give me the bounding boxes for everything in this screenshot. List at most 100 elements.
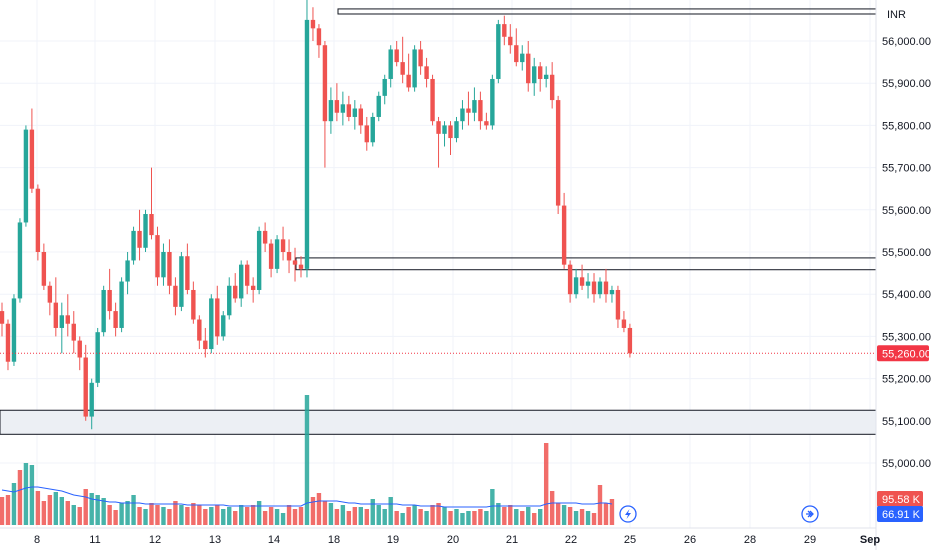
candle-body xyxy=(514,45,519,63)
candle-body xyxy=(543,74,549,79)
price-tick-label: 55,300.00 xyxy=(882,331,931,343)
support-resistance-zones xyxy=(0,8,877,435)
volume-bar xyxy=(549,491,555,525)
time-tick-label: 20 xyxy=(447,534,459,546)
volume-bar xyxy=(526,507,531,525)
volume-bar xyxy=(256,501,262,525)
volume-bar xyxy=(346,511,352,525)
candle xyxy=(167,239,172,295)
candle xyxy=(436,116,441,168)
candle xyxy=(316,24,322,58)
candle xyxy=(274,235,280,274)
candle-body xyxy=(167,252,172,286)
lightning-icon[interactable] xyxy=(619,505,637,523)
price-tick-label: 55,000.00 xyxy=(882,458,931,470)
candle xyxy=(227,277,232,320)
time-axis[interactable]: 8 11 12 13 14 18 19 20 21 22 25 26 28 29 Sep xyxy=(0,527,880,546)
candles xyxy=(0,0,633,430)
candle-body xyxy=(316,28,322,46)
candle-body xyxy=(65,315,70,324)
candle-body xyxy=(567,264,573,295)
price-axis[interactable]: 55,000.00 55,100.00 55,200.00 55,300.00 55,4… xyxy=(875,0,931,550)
candle xyxy=(113,302,118,337)
goto-realtime-icon[interactable] xyxy=(801,505,819,523)
candle-body xyxy=(478,100,483,122)
candle-body xyxy=(101,289,106,333)
candle-body xyxy=(364,125,369,143)
last-price-badge: 55,260.00 xyxy=(877,345,931,362)
candle xyxy=(424,57,429,88)
volume-bar xyxy=(233,511,238,525)
candle xyxy=(179,252,184,312)
volume-bar xyxy=(472,511,477,525)
volume-bar xyxy=(17,470,23,525)
candle-body xyxy=(203,340,208,350)
candle-body xyxy=(227,285,232,316)
candle xyxy=(454,116,459,143)
time-tick-label: 11 xyxy=(89,534,100,546)
candle xyxy=(555,95,561,215)
volume-bar xyxy=(609,499,615,525)
price-tick-label: 55,500.00 xyxy=(882,247,931,259)
candle xyxy=(143,209,148,252)
candle-body xyxy=(83,357,88,417)
candle-body xyxy=(77,340,82,358)
candle xyxy=(496,19,501,84)
price-tick-label: 55,600.00 xyxy=(882,205,931,217)
volume-bar xyxy=(567,507,573,525)
candle xyxy=(508,24,513,54)
candle-body xyxy=(256,230,262,290)
volume-moving-average-line xyxy=(1,486,613,508)
volume-bar xyxy=(161,507,166,525)
volume-bar xyxy=(221,509,226,525)
volume-bar xyxy=(597,485,603,525)
volume-label-blue: 66.91 K xyxy=(882,509,921,521)
candle xyxy=(406,53,411,92)
candle xyxy=(460,100,465,130)
candle-body xyxy=(286,252,292,261)
candle xyxy=(209,294,214,354)
candle-body xyxy=(376,95,381,117)
candle xyxy=(358,104,363,134)
volume-bar xyxy=(304,395,310,525)
candle-body xyxy=(418,49,423,67)
time-tick-label: 29 xyxy=(804,534,816,546)
volume-bar xyxy=(358,507,363,525)
volume-bar xyxy=(555,503,561,525)
volume-bar xyxy=(11,483,17,525)
candle xyxy=(310,7,316,41)
candle-body xyxy=(173,285,178,307)
volume-bar xyxy=(334,509,340,525)
volume-bar xyxy=(101,498,106,525)
time-tick-label: 26 xyxy=(684,534,696,546)
volume-bar xyxy=(484,511,489,525)
volume-bar xyxy=(316,493,322,525)
time-tick-label: 19 xyxy=(387,534,399,546)
candle-body xyxy=(41,252,47,286)
candle xyxy=(286,239,292,274)
candle-body xyxy=(496,24,501,79)
volume-bar xyxy=(113,510,118,525)
candle xyxy=(561,192,567,269)
candle-body xyxy=(334,100,340,113)
candle-body xyxy=(526,53,531,84)
candle-body xyxy=(209,298,214,350)
candle-body xyxy=(454,121,459,139)
volume-bar xyxy=(394,511,399,525)
candle xyxy=(585,273,591,299)
volume-bar xyxy=(35,491,41,525)
volume-bar xyxy=(167,509,172,525)
time-tick-label: 25 xyxy=(624,534,636,546)
candle-body xyxy=(627,327,633,354)
candle xyxy=(514,28,519,67)
grid-lines xyxy=(0,0,876,528)
volume-bar xyxy=(340,505,346,525)
volume-label-red: 95.58 K xyxy=(882,494,921,506)
candle xyxy=(627,323,633,358)
candle-body xyxy=(406,74,411,88)
candle-body xyxy=(340,104,346,113)
candle-body xyxy=(400,62,405,75)
volume-bar xyxy=(5,495,11,525)
